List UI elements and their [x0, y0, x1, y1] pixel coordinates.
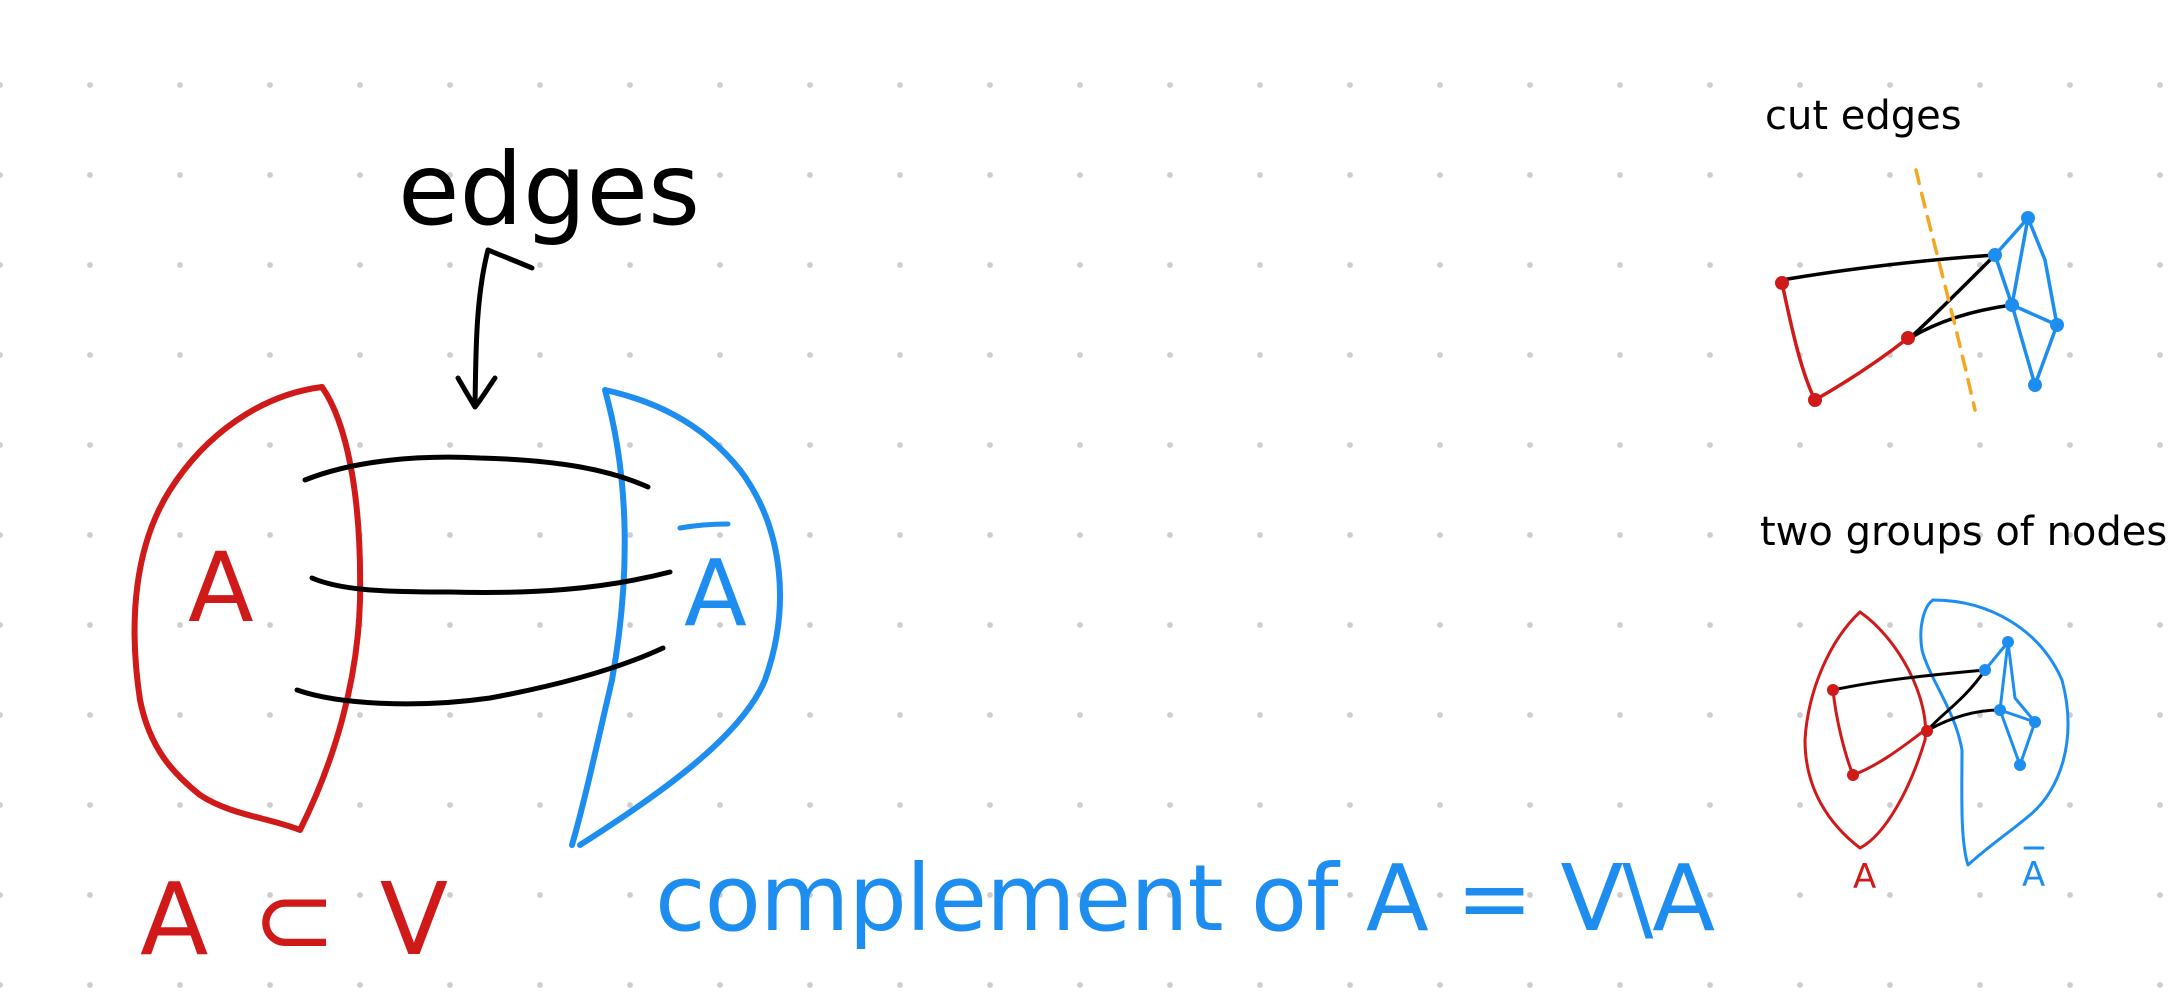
node-blue	[2028, 378, 2042, 392]
node-red	[1901, 331, 1915, 345]
complement-region	[569, 387, 783, 848]
node-blue	[2002, 636, 2014, 648]
node-red	[1847, 769, 1859, 781]
subset-label: A ⊂ V	[140, 861, 455, 978]
groups-title: two groups of nodes	[1760, 509, 2168, 555]
node-blue	[2050, 318, 2064, 332]
complement-bar	[677, 521, 731, 531]
node-blue	[1994, 704, 2006, 716]
cut-edges-graph	[1775, 168, 2064, 412]
edge-middle	[309, 569, 673, 595]
node-blue	[2005, 298, 2019, 312]
edges-arrow	[455, 247, 498, 410]
node-red	[1808, 393, 1822, 407]
node-blue	[2029, 716, 2041, 728]
node-blue	[2014, 759, 2026, 771]
node-red	[1827, 684, 1839, 696]
edges-arrow-hook	[485, 247, 535, 271]
node-red	[1775, 276, 1789, 290]
edge-bottom	[294, 645, 666, 707]
edges-label: edges	[398, 131, 701, 248]
group-complement-label: A	[2022, 855, 2046, 895]
complement-definition: complement of A = V\A	[655, 845, 1715, 952]
set-a-label: A	[188, 532, 254, 644]
node-blue	[1979, 664, 1991, 676]
complement-label: A	[684, 540, 747, 647]
node-blue	[1988, 248, 2002, 262]
node-red	[1921, 725, 1933, 737]
two-groups-graph	[1803, 598, 2070, 867]
edge-top	[302, 454, 651, 490]
node-blue	[2021, 211, 2035, 225]
group-a-label: A	[1853, 857, 1877, 897]
set-a-region	[131, 384, 364, 833]
cut-line	[1914, 168, 1977, 412]
cut-edges-title: cut edges	[1765, 93, 1962, 139]
